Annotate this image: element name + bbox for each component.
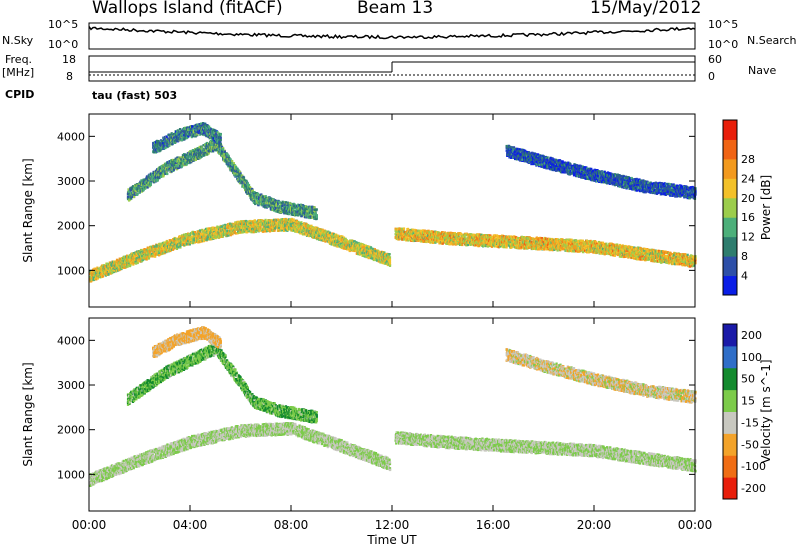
data-cell [265,219,267,221]
data-cell [389,259,391,261]
data-cell [136,193,138,195]
data-cell [231,160,233,162]
data-cell [243,177,245,179]
data-cell [388,253,390,255]
data-cell [203,154,205,156]
data-cell [389,261,391,263]
data-cell [208,152,210,154]
heatmap-cells-0 [89,122,697,283]
summary-panels [89,23,695,81]
data-cell [355,241,357,243]
nsky-line [89,27,695,39]
data-cell [133,196,135,198]
data-cell [389,265,391,267]
data-cell [102,275,104,277]
data-cell [166,172,168,174]
data-cell [199,229,201,231]
data-cell [389,256,391,258]
data-cell [140,249,142,251]
data-cell [254,219,256,221]
radar-figure: 1000200030004000Slant Range [km]48121620… [0,0,800,554]
data-cell [233,162,235,164]
